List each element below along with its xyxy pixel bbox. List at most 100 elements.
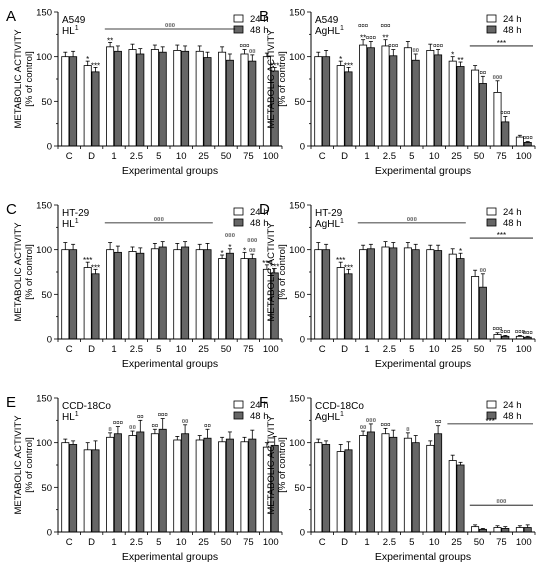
bar-24h: [359, 249, 368, 340]
bar-48h: [203, 437, 212, 533]
bar-24h: [240, 53, 249, 147]
bar-48h: [136, 431, 145, 533]
bar-48h: [389, 55, 398, 147]
bar-24h: [240, 258, 249, 340]
x-tick-label: C: [319, 344, 326, 355]
bar-48h: [248, 258, 257, 340]
bar-48h: [91, 71, 100, 147]
y-axis-title: METABOLIC ACTIVITY: [13, 415, 24, 515]
bar-48h: [91, 273, 100, 340]
bar-24h: [83, 267, 92, 340]
significance-mark: *: [243, 246, 246, 255]
bar-48h: [203, 249, 212, 340]
panel-letter: A: [6, 8, 16, 25]
legend-label-24h: 24 h: [250, 207, 269, 218]
compound-name: AgHL: [315, 412, 340, 423]
y-tick-label: 50: [294, 97, 305, 108]
y-tick-label: 150: [36, 201, 52, 212]
significance-mark: ¤¤¤: [500, 111, 510, 117]
legend-swatch-48h: [233, 411, 244, 420]
compound-name: AgHL: [315, 26, 340, 37]
x-tick-label: 2.5: [383, 344, 396, 355]
y-axis-title: METABOLIC ACTIVITY: [13, 222, 24, 322]
bar-24h: [359, 44, 368, 147]
significance-mark: *: [228, 243, 231, 252]
bar-48h: [158, 428, 167, 533]
legend-swatch-24h: [486, 207, 497, 216]
significance-mark: ¤¤¤: [523, 136, 533, 142]
bar-48h: [322, 444, 331, 533]
bar-24h: [61, 249, 70, 340]
legend-label-24h: 24 h: [503, 14, 522, 25]
bar-24h: [314, 249, 323, 340]
x-tick-label: 2.5: [383, 537, 396, 548]
bar-48h: [501, 528, 510, 533]
cell-line-label: CCD-18Co: [315, 401, 364, 412]
significance-mark: *: [221, 249, 224, 258]
legend-label-48h: 48 h: [250, 218, 269, 229]
x-tick-label: 10: [176, 344, 187, 355]
bar-24h: [314, 442, 323, 533]
x-tick-label: 5: [409, 151, 414, 162]
x-tick-label: C: [319, 151, 326, 162]
bar-48h: [69, 444, 78, 533]
y-tick-label: 50: [41, 483, 52, 494]
y-tick-label: 0: [47, 335, 52, 346]
panel-letter: E: [6, 394, 16, 411]
y-tick-label: 100: [36, 245, 52, 256]
bar-24h: [195, 249, 204, 340]
x-tick-label: 10: [176, 537, 187, 548]
legend-swatch-48h: [486, 411, 497, 420]
x-axis-title: Experimental groups: [122, 358, 218, 370]
bar-48h: [366, 248, 375, 340]
x-tick-label: 50: [221, 151, 232, 162]
bar-24h: [403, 437, 412, 533]
legend-swatch-24h: [486, 14, 497, 23]
panel-letter: D: [259, 201, 270, 218]
x-tick-label: D: [88, 151, 95, 162]
legend-label-48h: 48 h: [250, 411, 269, 422]
x-tick-label: 1: [111, 537, 116, 548]
x-tick-label: 5: [156, 344, 161, 355]
y-axis-subtitle: [% of control]: [24, 437, 35, 492]
compound-superscript: 1: [75, 218, 79, 225]
bar-24h: [128, 251, 137, 340]
bar-24h: [218, 51, 227, 147]
legend-label-24h: 24 h: [503, 207, 522, 218]
bar-48h: [322, 56, 331, 147]
bar-24h: [61, 442, 70, 533]
x-tick-label: 100: [516, 344, 532, 355]
significance-mark: ¤¤¤: [239, 44, 249, 50]
x-tick-label: 5: [156, 537, 161, 548]
compound-superscript: 1: [340, 218, 344, 225]
significance-mark: ¤¤¤: [433, 44, 443, 50]
bar-48h: [225, 59, 234, 147]
y-tick-label: 50: [294, 290, 305, 301]
bar-24h: [106, 249, 115, 340]
x-axis-title: Experimental groups: [122, 551, 218, 563]
significance-mark: ***: [83, 256, 92, 265]
x-tick-label: 75: [496, 151, 507, 162]
significance-mark: ¤¤: [412, 48, 419, 54]
bar-24h: [106, 46, 115, 147]
y-tick-label: 100: [289, 438, 305, 449]
y-axis-title: METABOLIC ACTIVITY: [266, 222, 277, 322]
y-tick-label: 100: [289, 245, 305, 256]
x-tick-label: D: [341, 537, 348, 548]
significance-mark: ***: [270, 262, 279, 271]
legend-label-24h: 24 h: [503, 400, 522, 411]
x-tick-label: 1: [364, 344, 369, 355]
y-axis-title: METABOLIC ACTIVITY: [266, 29, 277, 129]
bar-48h: [181, 50, 190, 147]
bar-48h: [344, 71, 353, 147]
x-tick-label: 50: [474, 151, 485, 162]
bar-48h: [69, 56, 78, 147]
compound-superscript: 1: [340, 25, 344, 32]
bar-24h: [336, 65, 345, 147]
bar-24h: [83, 65, 92, 147]
x-tick-label: 25: [451, 151, 462, 162]
bar-48h: [456, 258, 465, 340]
